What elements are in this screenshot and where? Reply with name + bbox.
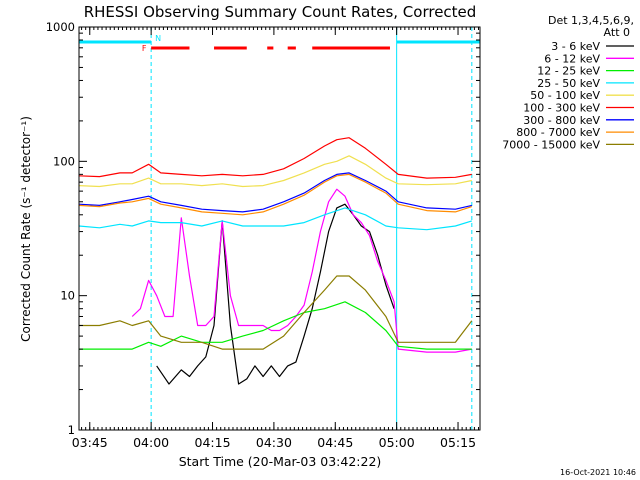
series-line [78, 155, 472, 188]
x-tick-label: 04:45 [317, 435, 353, 450]
x-tick-label: 03:45 [72, 435, 108, 450]
series-line [78, 207, 472, 231]
legend-label: 6 - 12 keV [544, 52, 600, 65]
y-tick-label: 1 [68, 423, 75, 437]
x-tick-label: 05:00 [379, 435, 415, 450]
legend-label: 7000 - 15000 keV [502, 138, 600, 151]
x-tick-label: 05:15 [440, 435, 476, 450]
legend-header-line1: Det 1,3,4,5,6,9, [548, 14, 634, 27]
x-tick-label: 04:15 [195, 435, 231, 450]
series-line [156, 203, 395, 385]
legend-label: 300 - 800 keV [523, 114, 600, 127]
y-tick-label: 1000 [46, 20, 75, 34]
series-line [78, 173, 472, 216]
legend-header-line2: Att 0 [604, 26, 630, 39]
footer-date: 16-Oct-2021 10:46 [560, 468, 636, 477]
series-line [79, 275, 473, 350]
y-tick-label: 10 [60, 289, 75, 303]
night-flag-label: N [155, 34, 161, 43]
chart-title: RHESSI Observing Summary Count Rates, Co… [84, 3, 477, 21]
legend-label: 50 - 100 keV [530, 89, 600, 102]
legend-label: 12 - 25 keV [537, 65, 600, 78]
legend-label: 25 - 50 keV [537, 77, 600, 90]
legend-label: 3 - 6 keV [551, 40, 600, 53]
x-tick-label: 04:30 [256, 435, 292, 450]
series-line [79, 301, 472, 350]
plot-frame [78, 26, 481, 431]
series-line [131, 188, 472, 353]
series-line [78, 137, 472, 179]
legend-label: 100 - 300 keV [523, 102, 600, 115]
y-tick-label: 100 [53, 154, 75, 168]
legend-label: 800 - 7000 keV [516, 126, 600, 139]
series-line [78, 172, 472, 213]
y-axis-label: Corrected Count Rate (s⁻¹ detector⁻¹) [19, 116, 33, 342]
x-tick-label: 04:00 [133, 435, 169, 450]
plot-area: NF [78, 27, 480, 430]
x-axis-label: Start Time (20-Mar-03 03:42:22) [179, 454, 382, 469]
flare-flag-label: F [142, 44, 147, 53]
